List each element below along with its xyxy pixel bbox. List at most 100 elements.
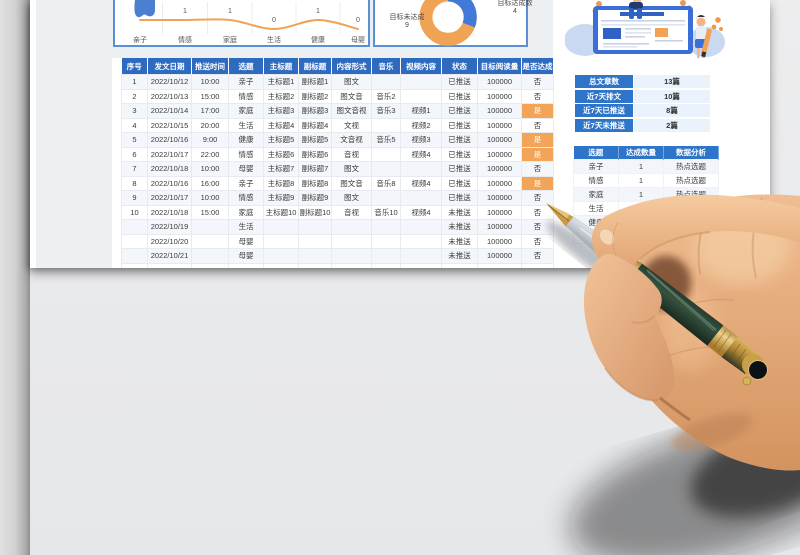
cell-push-time[interactable]: 10:00 xyxy=(191,74,229,90)
cell-content-form[interactable]: 图文 xyxy=(331,161,372,177)
cell-push-time[interactable]: 9:00 xyxy=(191,132,229,148)
cell-index[interactable]: 7 xyxy=(121,161,148,177)
cell-topic[interactable]: 生活 xyxy=(228,117,264,133)
cell-push-time[interactable] xyxy=(191,219,229,235)
cell-sub-title[interactable]: 副标题4 xyxy=(298,117,332,133)
cell-topic[interactable]: 生活 xyxy=(228,219,264,235)
cell-target-reads[interactable]: 100000 xyxy=(477,146,522,162)
cell-main-title[interactable]: 主标题4 xyxy=(263,117,299,133)
cell-target-reads[interactable]: 100000 xyxy=(477,74,522,90)
cell-status[interactable]: 未推送 xyxy=(441,219,478,235)
topic-row[interactable]: 情感 1 热点选题 xyxy=(573,173,719,188)
cell-date[interactable]: 2022/10/18 xyxy=(147,204,192,220)
cell-video[interactable] xyxy=(400,219,442,235)
cell-target-reads[interactable] xyxy=(477,262,522,268)
column-header[interactable]: 音乐 xyxy=(371,58,401,75)
cell-status[interactable]: 已推送 xyxy=(441,88,478,104)
cell-video[interactable]: 视频4 xyxy=(400,146,442,162)
cell-content-form[interactable] xyxy=(331,219,372,235)
cell-video[interactable] xyxy=(400,262,442,268)
cell-video[interactable] xyxy=(400,88,442,104)
cell-content-form[interactable] xyxy=(331,248,372,264)
cell-main-title[interactable] xyxy=(263,233,299,249)
cell-sub-title[interactable]: 副标题3 xyxy=(298,103,332,119)
cell-topic[interactable]: 情感 xyxy=(228,88,264,104)
cell-content-form[interactable]: 音视 xyxy=(331,204,372,220)
cell-date[interactable]: 2022/10/19 xyxy=(147,219,192,235)
cell-index[interactable] xyxy=(121,262,148,268)
cell-main-title[interactable]: 主标题9 xyxy=(263,190,299,206)
topic-analysis[interactable] xyxy=(663,229,719,244)
cell-content-form[interactable]: 音视 xyxy=(331,146,372,162)
cell-topic[interactable]: 母婴 xyxy=(228,161,264,177)
topic-count[interactable]: 0 xyxy=(618,201,664,216)
cell-sub-title[interactable] xyxy=(298,219,332,235)
cell-topic[interactable]: 亲子 xyxy=(228,175,264,191)
cell-status[interactable]: 已推送 xyxy=(441,103,478,119)
topic-count[interactable]: 1 xyxy=(618,159,664,174)
cell-push-time[interactable]: 10:00 xyxy=(191,161,229,177)
topic-name[interactable]: 亲子 xyxy=(573,159,619,174)
cell-push-time[interactable] xyxy=(191,262,229,268)
cell-achieved-flag[interactable]: 否 xyxy=(521,74,554,90)
topic-count[interactable]: 1 xyxy=(618,187,664,202)
column-header[interactable]: 内容形式 xyxy=(331,58,372,75)
table-row[interactable]: 8 2022/10/16 16:00 亲子 主标题8 副标题8 图文音 音乐8 … xyxy=(121,175,554,191)
table-row[interactable]: 3 2022/10/14 17:00 家庭 主标题3 副标题3 图文音视 音乐3… xyxy=(121,103,554,119)
topic-count[interactable]: 0 xyxy=(618,229,664,244)
topic-row[interactable]: 生活 0 xyxy=(573,201,719,216)
table-row[interactable] xyxy=(121,262,554,268)
cell-achieved-flag[interactable]: 否 xyxy=(521,190,554,206)
cell-push-time[interactable] xyxy=(191,248,229,264)
cell-sub-title[interactable]: 副标题8 xyxy=(298,175,332,191)
cell-topic[interactable]: 母婴 xyxy=(228,248,264,264)
cell-push-time[interactable]: 15:00 xyxy=(191,88,229,104)
cell-main-title[interactable]: 主标题5 xyxy=(263,132,299,148)
cell-target-reads[interactable]: 100000 xyxy=(477,103,522,119)
column-header[interactable]: 视频内容 xyxy=(400,58,442,75)
cell-push-time[interactable]: 15:00 xyxy=(191,204,229,220)
cell-index[interactable]: 6 xyxy=(121,146,148,162)
table-row[interactable]: 2022/10/20 母婴 未推送 100000 否 xyxy=(121,233,554,249)
cell-index[interactable]: 5 xyxy=(121,132,148,148)
cell-target-reads[interactable]: 100000 xyxy=(477,190,522,206)
cell-date[interactable]: 2022/10/16 xyxy=(147,175,192,191)
cell-index[interactable] xyxy=(121,248,148,264)
cell-topic[interactable]: 亲子 xyxy=(228,74,264,90)
cell-main-title[interactable]: 主标题1 xyxy=(263,74,299,90)
cell-content-form[interactable]: 文音视 xyxy=(331,132,372,148)
column-header[interactable]: 状态 xyxy=(441,58,478,75)
cell-video[interactable]: 视频1 xyxy=(400,103,442,119)
table-row[interactable]: 6 2022/10/17 22:00 情感 主标题6 副标题6 音视 视频4 已… xyxy=(121,146,554,162)
topic-name[interactable]: 家庭 xyxy=(573,187,619,202)
cell-achieved-flag[interactable]: 否 xyxy=(521,204,554,220)
cell-date[interactable]: 2022/10/17 xyxy=(147,190,192,206)
cell-main-title[interactable] xyxy=(263,262,299,268)
table-row[interactable]: 10 2022/10/18 15:00 家庭 主标题10 副标题10 音视 音乐… xyxy=(121,204,554,220)
cell-push-time[interactable]: 16:00 xyxy=(191,175,229,191)
cell-content-form[interactable]: 文视 xyxy=(331,117,372,133)
column-header[interactable]: 主标题 xyxy=(263,58,299,75)
cell-target-reads[interactable]: 100000 xyxy=(477,175,522,191)
cell-status[interactable]: 已推送 xyxy=(441,175,478,191)
cell-topic[interactable]: 家庭 xyxy=(228,204,264,220)
column-header[interactable]: 序号 xyxy=(121,58,148,75)
topic-count[interactable]: 1 xyxy=(618,173,664,188)
table-row[interactable]: 2 2022/10/13 15:00 情感 主标题2 副标题2 图文音 音乐2 … xyxy=(121,88,554,104)
column-header[interactable]: 副标题 xyxy=(298,58,332,75)
cell-push-time[interactable]: 17:00 xyxy=(191,103,229,119)
cell-index[interactable] xyxy=(121,219,148,235)
cell-target-reads[interactable]: 100000 xyxy=(477,248,522,264)
column-header[interactable]: 是否达成 xyxy=(521,58,554,75)
topic-analysis[interactable]: 热点选题 xyxy=(663,159,719,174)
cell-status[interactable]: 已推送 xyxy=(441,161,478,177)
cell-target-reads[interactable]: 100000 xyxy=(477,88,522,104)
cell-date[interactable]: 2022/10/20 xyxy=(147,233,192,249)
cell-music[interactable] xyxy=(371,190,401,206)
cell-music[interactable] xyxy=(371,117,401,133)
table-row[interactable]: 1 2022/10/12 10:00 亲子 主标题1 副标题1 图文 已推送 1… xyxy=(121,74,554,90)
cell-sub-title[interactable]: 副标题1 xyxy=(298,74,332,90)
cell-date[interactable]: 2022/10/13 xyxy=(147,88,192,104)
cell-sub-title[interactable] xyxy=(298,248,332,264)
cell-topic[interactable]: 情感 xyxy=(228,146,264,162)
